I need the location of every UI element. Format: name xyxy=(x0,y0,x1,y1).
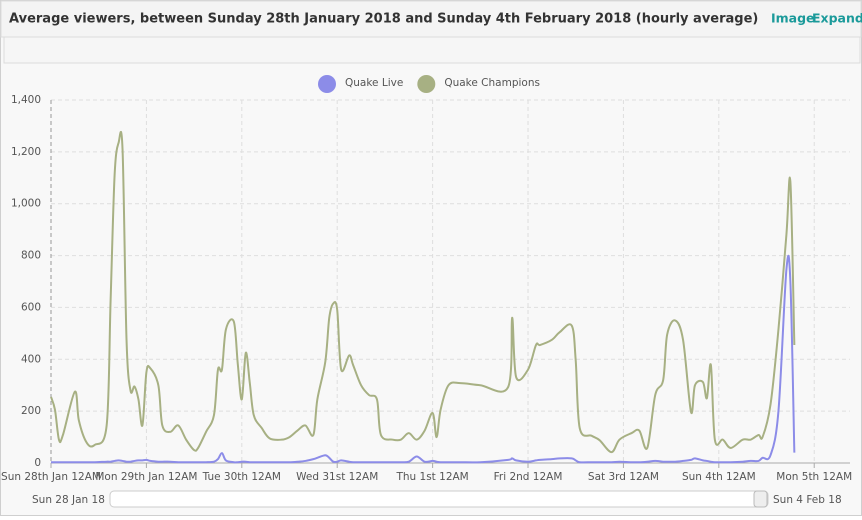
y-tick-label: 1,200 xyxy=(11,146,41,158)
expand-link[interactable]: Expand xyxy=(812,11,862,26)
y-tick-label: 200 xyxy=(21,405,41,417)
navigator-handle[interactable] xyxy=(753,490,768,508)
y-tick-label: 1,000 xyxy=(11,198,41,210)
legend-label[interactable]: Quake Champions xyxy=(444,77,540,89)
series-line xyxy=(50,254,796,464)
x-tick-label: Thu 1st 12AM xyxy=(395,471,468,483)
navigator-start: Sun 28 Jan 18 xyxy=(32,494,105,506)
x-tick-label: Tue 30th 12AM xyxy=(202,471,281,483)
legend-marker xyxy=(417,75,436,93)
toolbar xyxy=(3,36,861,64)
x-tick-label: Fri 2nd 12AM xyxy=(494,471,563,483)
legend-label[interactable]: Quake Live xyxy=(345,77,403,89)
series-line xyxy=(50,131,796,454)
navigator-scrollbar[interactable] xyxy=(109,490,769,508)
y-tick-label: 0 xyxy=(34,457,41,469)
y-tick-label: 1,400 xyxy=(11,94,41,106)
image-link[interactable]: Image xyxy=(771,11,815,26)
x-tick-label: Sun 28th Jan 12AM xyxy=(1,471,101,483)
x-tick-label: Mon 29th Jan 12AM xyxy=(95,471,197,483)
header-bar xyxy=(0,0,862,38)
y-tick-label: 600 xyxy=(21,301,41,313)
legend-marker xyxy=(318,75,336,93)
x-tick-label: Mon 5th 12AM xyxy=(776,471,852,483)
x-tick-label: Wed 31st 12AM xyxy=(296,471,378,483)
chart-title: Average viewers, between Sunday 28th Jan… xyxy=(9,12,758,27)
y-tick-label: 400 xyxy=(21,353,41,365)
x-tick-label: Sat 3rd 12AM xyxy=(588,471,659,483)
x-tick-label: Sun 4th 12AM xyxy=(682,471,756,483)
y-tick-label: 800 xyxy=(21,250,41,262)
navigator-end: Sun 4 Feb 18 xyxy=(773,494,842,506)
